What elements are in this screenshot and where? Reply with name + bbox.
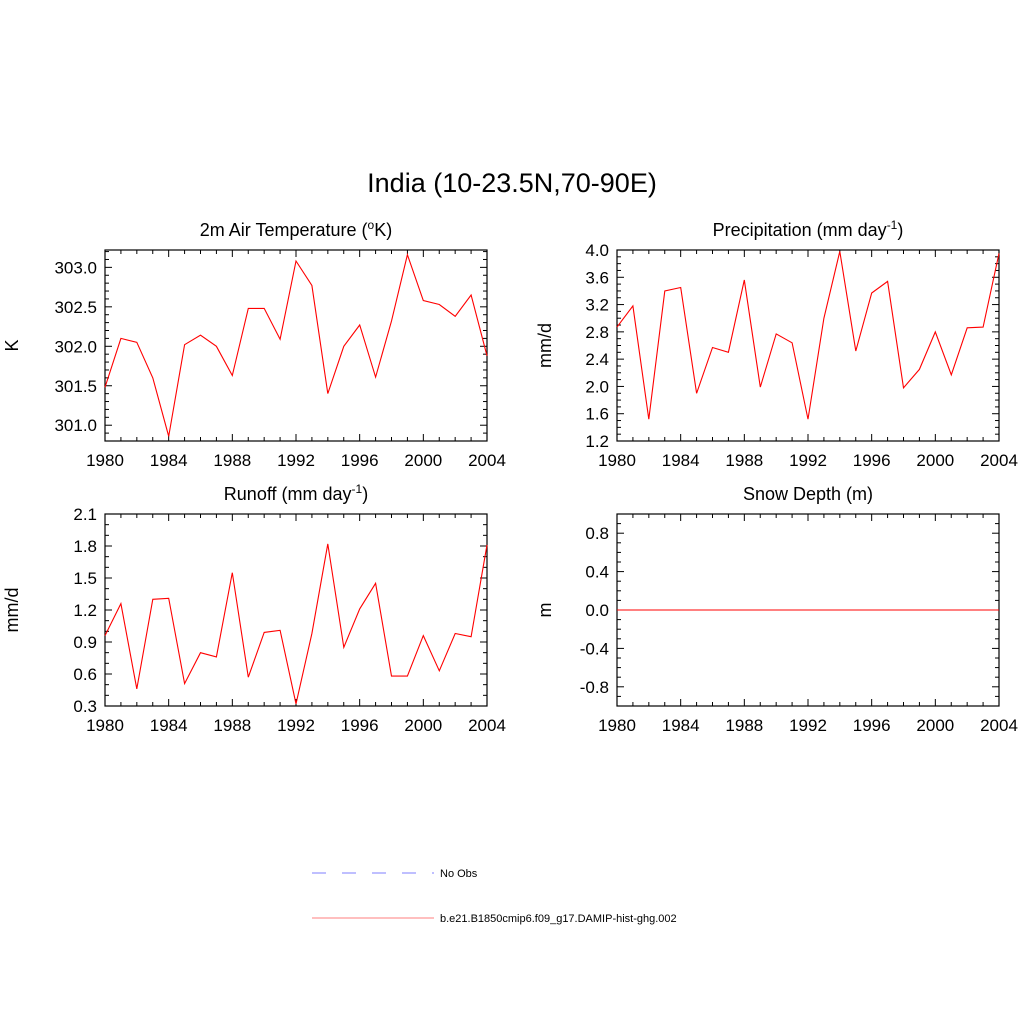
x-tick-label: 1988	[213, 451, 251, 470]
y-tick-label: 3.2	[585, 296, 609, 315]
x-tick-label: 1992	[789, 716, 827, 735]
x-tick-label: 2004	[468, 451, 506, 470]
y-tick-label: 1.2	[73, 601, 97, 620]
x-tick-label: 1980	[86, 716, 124, 735]
y-tick-label: 301.0	[54, 416, 97, 435]
y-tick-label: 0.0	[585, 601, 609, 620]
y-tick-label: 0.9	[73, 633, 97, 652]
y-axis-label: mm/d	[535, 323, 555, 368]
x-tick-label: 1996	[341, 716, 379, 735]
y-tick-label: -0.8	[580, 678, 609, 697]
panel-3: 1980 1984 1988 1992 1996 2000 2004 0.3 0.6 0.9 1.2…	[2, 482, 506, 735]
x-tick-label: 1980	[86, 451, 124, 470]
y-tick-label: 2.0	[585, 377, 609, 396]
y-axis-label: m	[535, 603, 555, 618]
plot-frame	[104, 513, 488, 707]
figure-title: India (10-23.5N,70-90E)	[367, 168, 657, 198]
series-line	[104, 252, 488, 437]
panel-title: Runoff (mm day-1)	[224, 482, 368, 504]
legend-label-1: No Obs	[440, 868, 478, 880]
x-tick-label: 1996	[853, 716, 891, 735]
x-tick-label: 1980	[598, 451, 636, 470]
x-tick-label: 1988	[725, 451, 763, 470]
x-tick-label: 1996	[853, 451, 891, 470]
x-tick-label: 2004	[980, 451, 1018, 470]
panel-title: 2m Air Temperature (oK)	[200, 218, 392, 240]
x-tick-label: 1984	[662, 451, 700, 470]
y-tick-label: 302.0	[54, 337, 97, 356]
y-tick-label: 1.5	[73, 569, 97, 588]
y-axis-label: mm/d	[2, 588, 22, 633]
y-tick-label: 301.5	[54, 377, 97, 396]
x-tick-label: 1988	[725, 716, 763, 735]
x-tick-label: 1992	[789, 451, 827, 470]
x-tick-label: 2000	[404, 716, 442, 735]
x-tick-label: 1984	[150, 716, 188, 735]
y-tick-label: 2.1	[73, 505, 97, 524]
y-tick-label: 2.4	[585, 350, 609, 369]
x-tick-label: 1992	[277, 451, 315, 470]
x-tick-label: 1984	[150, 451, 188, 470]
y-tick-label: 2.8	[585, 323, 609, 342]
y-tick-label: 0.8	[585, 524, 609, 543]
x-tick-label: 2000	[404, 451, 442, 470]
y-tick-label: 1.2	[585, 432, 609, 451]
panel-title: Precipitation (mm day-1)	[713, 218, 904, 240]
x-tick-label: 1984	[662, 716, 700, 735]
x-tick-label: 2000	[916, 716, 954, 735]
series-line	[104, 543, 488, 705]
panel-title: Snow Depth (m)	[743, 484, 873, 504]
x-tick-label: 1996	[341, 451, 379, 470]
y-tick-label: 0.6	[73, 665, 97, 684]
series-line	[616, 251, 1000, 420]
y-tick-label: 1.8	[73, 537, 97, 556]
panel-1: 1980 1984 1988 1992 1996 2000 2004 301.0 301.5 30…	[2, 218, 506, 470]
y-tick-label: 3.6	[585, 268, 609, 287]
y-tick-label: 302.5	[54, 298, 97, 317]
panel-4: 1980 1984 1988 1992 1996 2000 2004 -0.8 -0.4 0.0 0…	[535, 484, 1018, 735]
y-tick-label: 1.6	[585, 405, 609, 424]
x-tick-label: 2004	[980, 716, 1018, 735]
x-tick-label: 1980	[598, 716, 636, 735]
x-tick-label: 2004	[468, 716, 506, 735]
x-tick-label: 1992	[277, 716, 315, 735]
legend-label-2: b.e21.B1850cmip6.f09_g17.DAMIP-hist-ghg.…	[440, 913, 677, 925]
x-tick-label: 2000	[916, 451, 954, 470]
panel-2: 1980 1984 1988 1992 1996 2000 2004 1.2 1.6 2.0 2.4…	[535, 218, 1018, 470]
x-tick-label: 1988	[213, 716, 251, 735]
y-axis-label: K	[2, 339, 22, 351]
y-tick-label: 0.4	[585, 563, 609, 582]
y-tick-label: -0.4	[580, 639, 609, 658]
y-tick-label: 303.0	[54, 258, 97, 277]
y-tick-label: 0.3	[73, 697, 97, 716]
plot-frame	[616, 249, 1000, 442]
legend: No Obs b.e21.B1850cmip6.f09_g17.DAMIP-his…	[312, 868, 677, 925]
y-tick-label: 4.0	[585, 241, 609, 260]
